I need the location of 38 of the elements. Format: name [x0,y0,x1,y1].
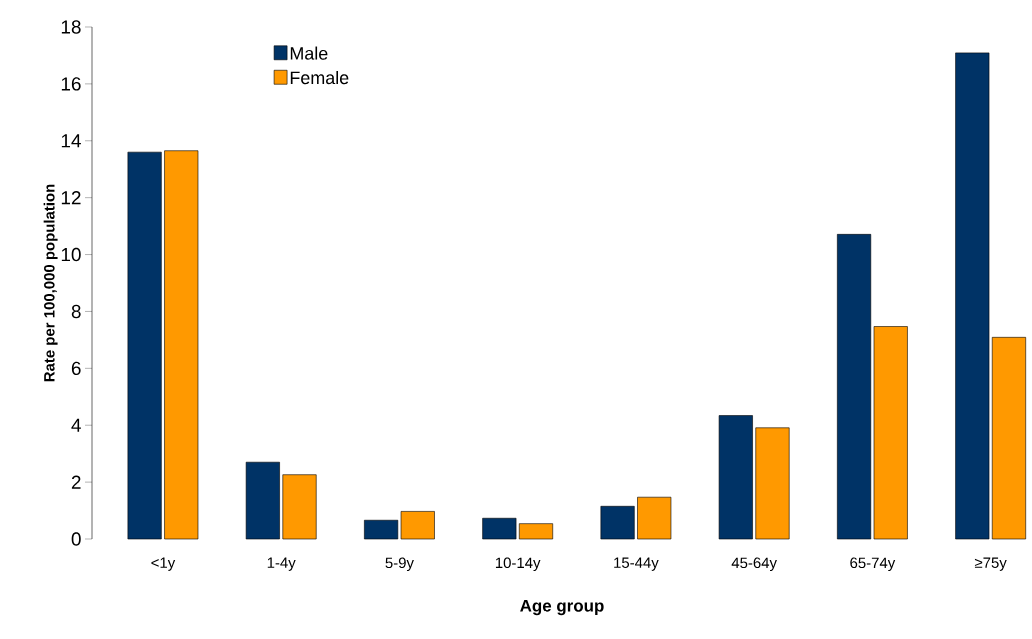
y-tick-label: 2 [71,475,81,489]
y-tick-label: 14 [61,134,81,148]
y-tick-label: 4 [71,418,81,432]
bar [482,517,517,540]
y-axis-title: Rate per 100,000 population [43,184,58,382]
bar [755,427,790,540]
legend-label: Female [290,71,349,85]
x-tick-label: 5-9y [385,557,414,572]
bar [600,505,635,540]
bar [164,150,199,540]
x-axis-title: Age group [520,599,604,616]
x-tick-label: ≥75y [974,557,1007,571]
x-tick-label: 1-4y [267,557,296,571]
bar [873,326,908,540]
bar [245,461,280,540]
x-tick-label: 65-74y [850,557,896,572]
bar [364,519,399,540]
y-tick-label: 16 [61,77,81,91]
y-tick-label: 18 [61,20,81,34]
x-tick-label: <1y [151,557,176,571]
bar [837,234,872,540]
bar [637,496,672,540]
x-tick-label: 10-14y [495,557,541,572]
x-tick-label: 15-44y [614,557,659,571]
y-tick-label: 6 [71,361,81,376]
y-tick-label: 8 [71,304,81,319]
legend-label: Male [290,46,328,60]
y-tick-label: 0 [71,532,81,546]
bar [282,474,317,540]
bar [718,415,753,540]
bar [518,523,554,540]
x-tick-label: 45-64y [731,557,777,572]
bar [127,151,162,540]
bar [991,337,1026,540]
bar [400,511,435,540]
y-tick-label: 12 [61,191,81,205]
bar [955,52,990,540]
y-tick-label: 10 [61,247,81,262]
